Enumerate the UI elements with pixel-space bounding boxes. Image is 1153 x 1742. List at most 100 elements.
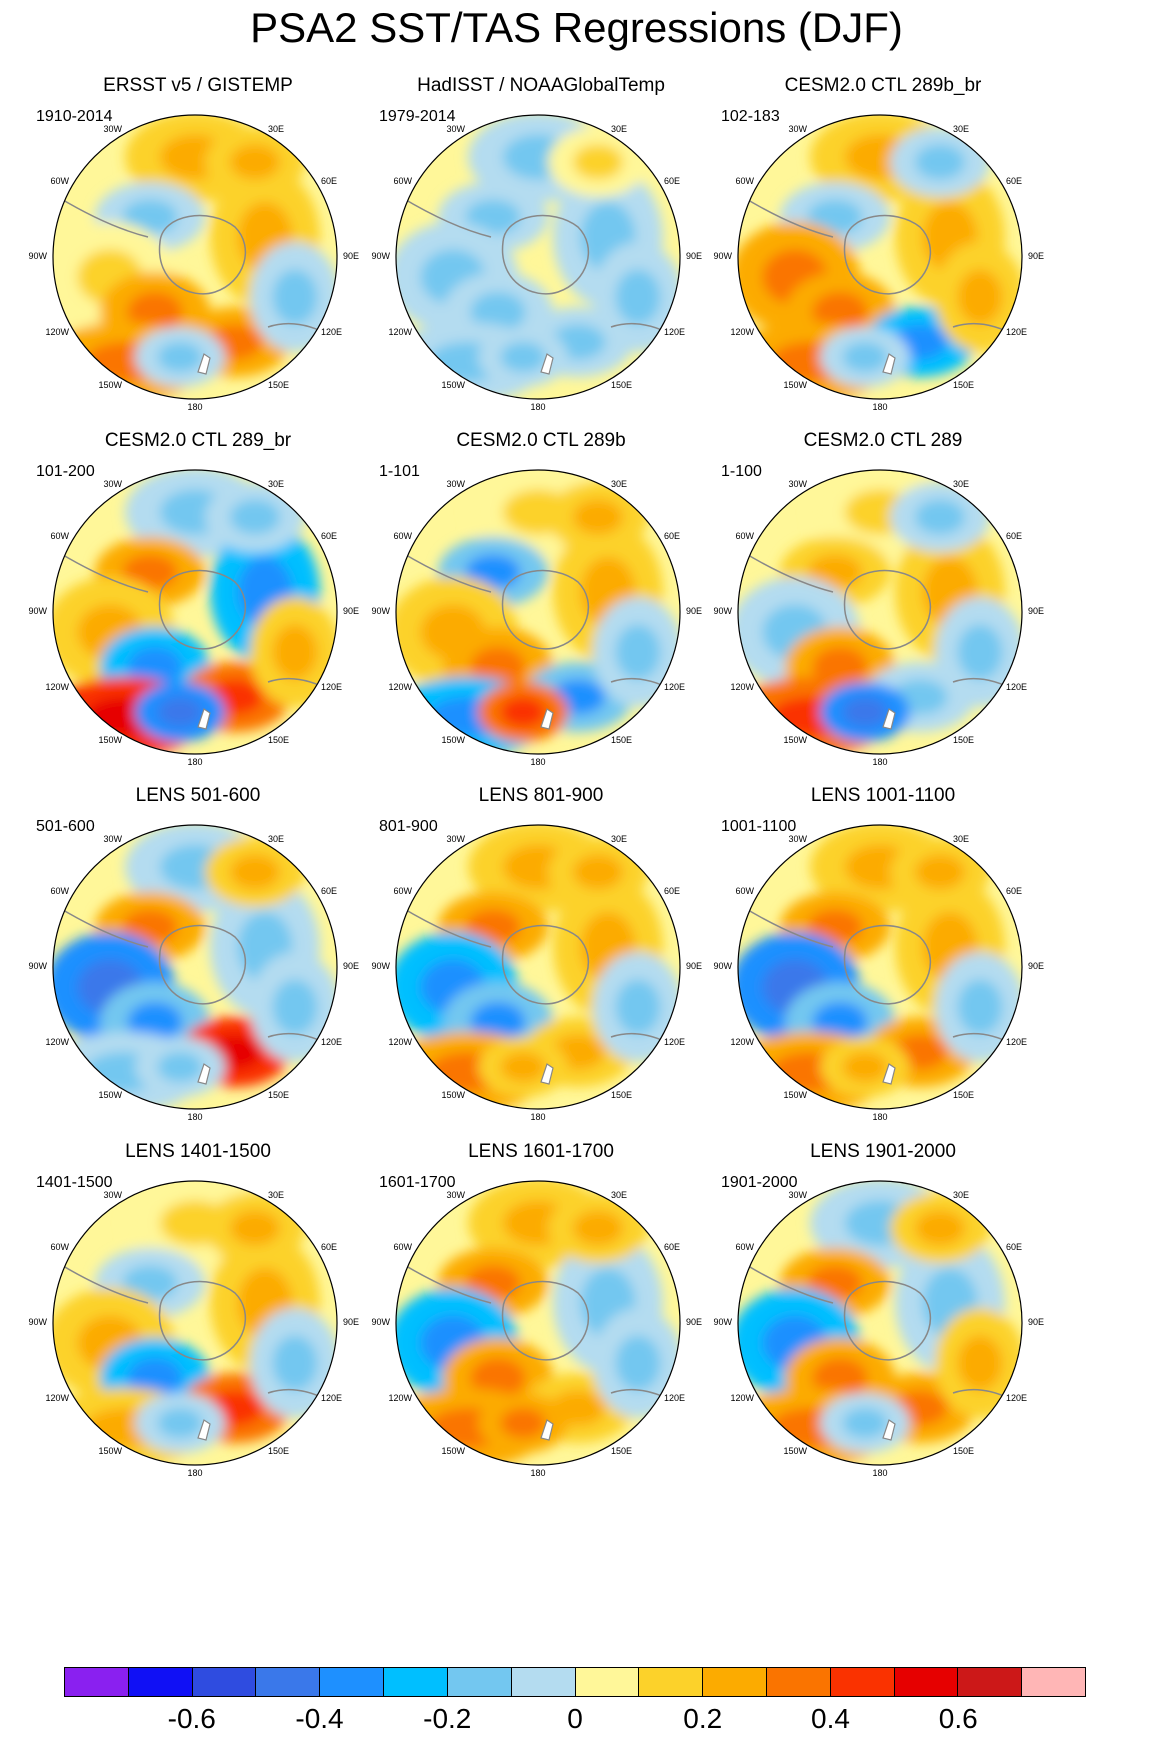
anomaly-core (615, 624, 661, 680)
panel-title: LENS 1401-1500 (125, 1141, 271, 1162)
anomaly-core (812, 292, 868, 332)
antarctica-coastline (501, 924, 589, 1005)
colorbar (64, 1667, 1086, 1697)
longitude-label: 90E (1028, 961, 1044, 971)
longitude-label: 60W (393, 886, 412, 896)
longitude-label: 180 (187, 402, 202, 412)
anomaly-core (157, 1408, 203, 1438)
anomaly-core (127, 647, 183, 687)
longitude-label: 120W (388, 1037, 412, 1047)
longitude-label: 60E (321, 176, 337, 186)
colorbar-swatch (958, 1668, 1023, 1696)
map-panel: LENS 801-900801-900018030W60W90W120W150W… (361, 784, 721, 1184)
anomaly-core (230, 144, 280, 180)
map-panel: LENS 1001-11001001-1100018030W60W90W120W… (703, 784, 1063, 1184)
longitude-label: 60E (1006, 531, 1022, 541)
anomaly-core (615, 269, 661, 325)
panel-title: CESM2.0 CTL 289b_br (784, 75, 982, 96)
longitude-label: 150E (611, 1090, 632, 1100)
anomaly-core (122, 199, 178, 235)
map-border (52, 114, 338, 400)
colorbar-tick-label: 0.6 (938, 1703, 978, 1734)
longitude-label: 180 (872, 1468, 887, 1478)
map-border (395, 824, 681, 1110)
colorbar-swatch (639, 1668, 704, 1696)
figure-title: PSA2 SST/TAS Regressions (DJF) (250, 4, 903, 51)
anomaly-core (470, 1002, 526, 1042)
anomaly-core (500, 1052, 546, 1082)
longitude-label: 90E (686, 1317, 702, 1327)
longitude-label: 30W (103, 1190, 122, 1200)
map-border (395, 1180, 681, 1466)
panel-title: LENS 501-600 (135, 785, 261, 806)
colorbar-swatch (128, 1668, 193, 1696)
anomaly-core (272, 979, 318, 1035)
longitude-label: 90E (343, 961, 359, 971)
map-panel: LENS 501-600501-600018030W60W90W120W150W… (18, 784, 378, 1184)
longitude-label: 60W (50, 176, 69, 186)
anomaly-core (230, 1210, 280, 1246)
colorbar-tick-label: -0.6 (167, 1703, 216, 1734)
longitude-label: 90W (28, 961, 47, 971)
anomaly-core (807, 199, 863, 235)
longitude-label: 30W (446, 1190, 465, 1200)
longitude-label: 180 (530, 1112, 545, 1122)
colorbar-swatch (65, 1668, 129, 1696)
anomaly-core (272, 1335, 318, 1391)
anomaly-core (957, 269, 1003, 325)
longitude-label: 150E (268, 1090, 289, 1100)
south-america-coastline (400, 196, 492, 238)
anomaly-core (470, 1358, 526, 1398)
colorbar-swatch (320, 1668, 385, 1696)
longitude-label: 120E (1006, 1037, 1027, 1047)
anomaly-core (500, 342, 546, 372)
anomaly-core (573, 854, 623, 890)
longitude-label: 90W (371, 251, 390, 261)
longitude-label: 120W (730, 682, 754, 692)
longitude-label: 90W (371, 1317, 390, 1327)
anomaly-core (957, 979, 1003, 1035)
longitude-label: 150W (783, 1446, 807, 1456)
longitude-label: 60W (735, 531, 754, 541)
anomaly-core (230, 499, 280, 535)
panel-title: LENS 1601-1700 (468, 1141, 614, 1162)
longitude-label: 60W (735, 176, 754, 186)
longitude-label: 120W (388, 682, 412, 692)
panel-title: LENS 1901-2000 (810, 1141, 956, 1162)
longitude-label: 30W (446, 124, 465, 134)
longitude-label: 120W (730, 1037, 754, 1047)
new-zealand-coastline (197, 353, 211, 375)
anomaly-core (230, 854, 280, 890)
colorbar-swatch (703, 1668, 767, 1696)
anomaly-core (573, 1210, 623, 1246)
longitude-label: 90W (713, 606, 732, 616)
longitude-label: 60E (1006, 1242, 1022, 1252)
anomaly-core (915, 1210, 965, 1246)
south-america-coastline (400, 1262, 492, 1304)
anomaly-core (127, 1002, 183, 1042)
longitude-label: 180 (187, 1468, 202, 1478)
panel-years: 1001-1100 (721, 818, 797, 835)
longitude-label: 120W (730, 1393, 754, 1403)
map-panel: CESM2.0 CTL 2891-100018030W60W90W120W150… (703, 429, 1063, 829)
longitude-label: 180 (872, 757, 887, 767)
south-america-coastline (57, 1262, 149, 1304)
longitude-label: 90E (343, 606, 359, 616)
longitude-label: 90W (28, 606, 47, 616)
longitude-label: 60E (321, 886, 337, 896)
longitude-label: 120E (664, 682, 685, 692)
panel-years: 101-200 (36, 463, 95, 480)
anomaly-core (915, 854, 965, 890)
longitude-label: 120E (321, 327, 342, 337)
longitude-label: 60E (321, 1242, 337, 1252)
anomaly-core (807, 909, 863, 945)
new-zealand-coastline (882, 1063, 896, 1085)
anomaly-core (807, 1265, 863, 1301)
map-border (52, 1180, 338, 1466)
panel-years: 1979-2014 (379, 108, 456, 125)
longitude-label: 30E (953, 124, 969, 134)
anomaly-core (157, 697, 203, 727)
